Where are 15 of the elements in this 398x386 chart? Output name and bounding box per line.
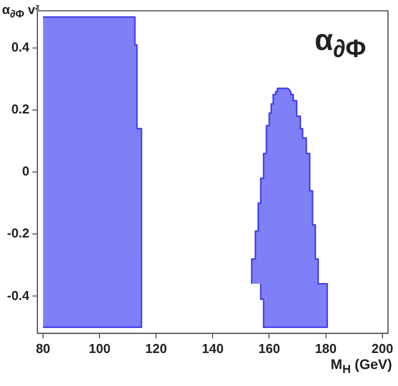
y-tick-label: 0.4: [11, 40, 30, 55]
x-tick-label: 80: [36, 340, 50, 356]
y-tick-label: 0.2: [11, 102, 30, 117]
x-tick-label: 160: [258, 340, 280, 356]
x-tick-label: 200: [371, 340, 394, 356]
x-tick-label: 120: [145, 340, 168, 356]
y-tick-label: -0.4: [6, 288, 30, 303]
x-tick-label: 140: [202, 340, 224, 356]
x-axis-title: M$_{H}$ (GeV): [330, 356, 392, 376]
y-axis-title: α$_{∂Φ}$ v²: [2, 2, 40, 21]
annotation: α$_{∂Φ}$: [314, 24, 366, 64]
y-tick-label: 0: [22, 164, 30, 179]
y-tick-label: -0.2: [6, 226, 30, 241]
x-tick-label: 180: [314, 340, 337, 356]
x-tick-label: 100: [88, 340, 110, 356]
